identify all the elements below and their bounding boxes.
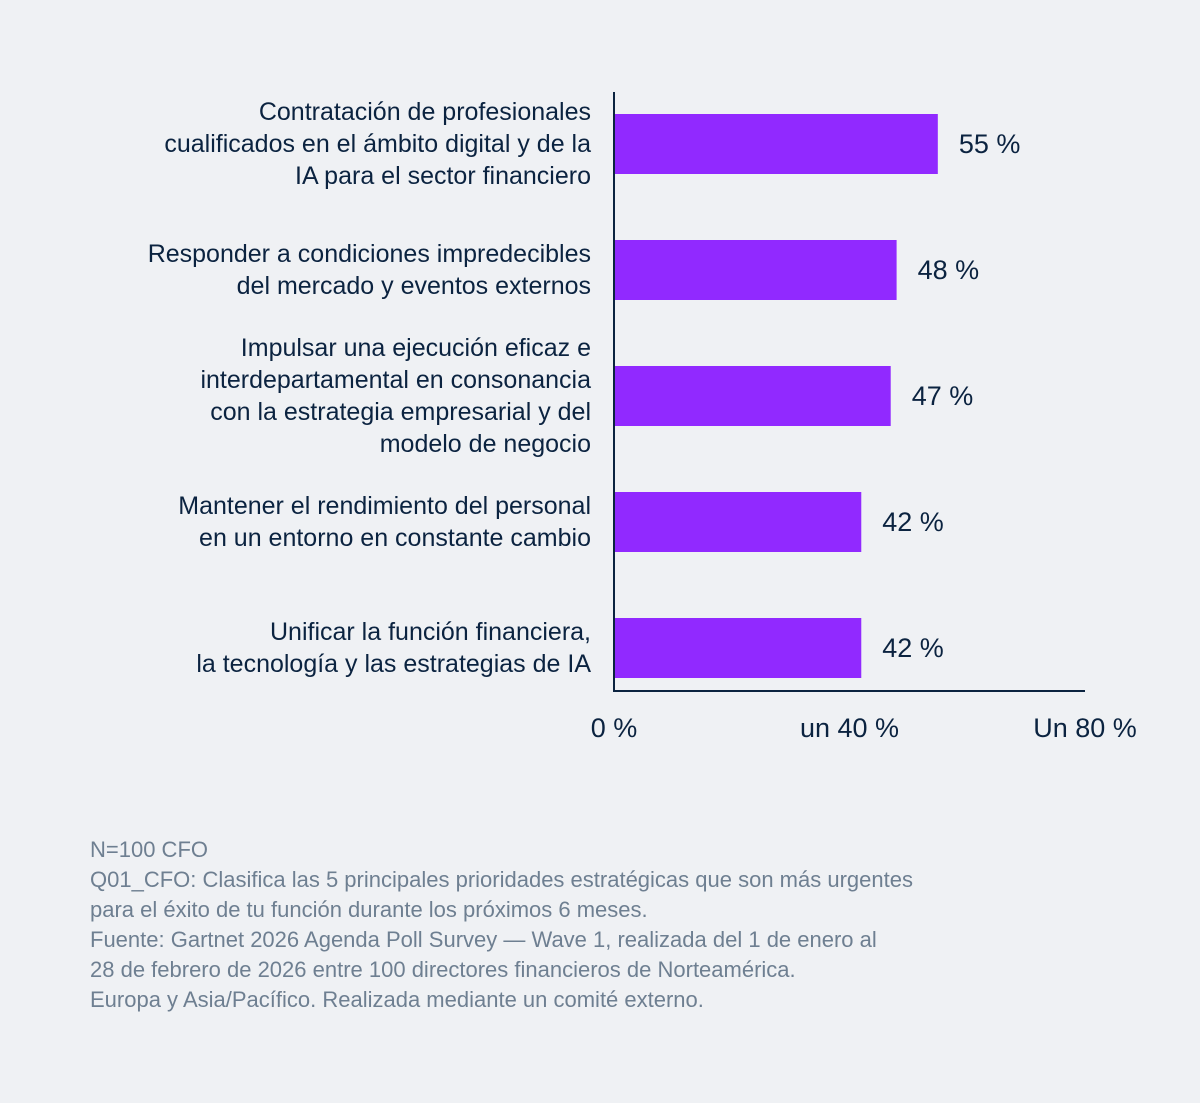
sample-size-note: N=100 CFO bbox=[90, 837, 208, 862]
source-note-line-2: 28 de febrero de 2026 entre 100 director… bbox=[90, 957, 796, 982]
source-note-line-3: Europa y Asia/Pacífico. Realizada median… bbox=[90, 987, 704, 1012]
question-note-line-2: para el éxito de tu función durante los … bbox=[90, 897, 648, 922]
x-tick-label-1: 0 % bbox=[591, 713, 638, 743]
bar-4 bbox=[614, 492, 862, 552]
value-label-4: 42 % bbox=[882, 507, 944, 537]
category-label-5: Unificar la función financiera, la tecnol… bbox=[196, 618, 591, 678]
value-label-5: 42 % bbox=[882, 633, 944, 663]
category-label-1: Contratación de profesionales cualificado… bbox=[164, 98, 591, 190]
value-label-1: 55 % bbox=[959, 129, 1021, 159]
x-tick-label-2: un 40 % bbox=[800, 713, 899, 743]
source-note-line-1: Fuente: Gartnet 2026 Agenda Poll Survey … bbox=[90, 927, 877, 952]
bar-2 bbox=[614, 240, 897, 300]
question-note-line-1: Q01_CFO: Clasifica las 5 principales pri… bbox=[90, 867, 913, 892]
bar-5 bbox=[614, 618, 862, 678]
category-label-4: Mantener el rendimiento del personal en u… bbox=[178, 492, 591, 552]
chart-notes: N=100 CFO Q01_CFO: Clasifica las 5 princ… bbox=[90, 835, 1090, 1015]
bar-chart: 55 % Contratación de profesionales cualifi… bbox=[148, 92, 1137, 743]
bar-1 bbox=[614, 114, 938, 174]
value-label-3: 47 % bbox=[912, 381, 974, 411]
x-tick-label-3: Un 80 % bbox=[1033, 713, 1137, 743]
category-label-2: Responder a condiciones impredecibles del… bbox=[148, 240, 591, 300]
bar-3 bbox=[614, 366, 891, 426]
category-label-3: Impulsar una ejecución eficaz e interdepa… bbox=[200, 334, 591, 458]
value-label-2: 48 % bbox=[918, 255, 980, 285]
